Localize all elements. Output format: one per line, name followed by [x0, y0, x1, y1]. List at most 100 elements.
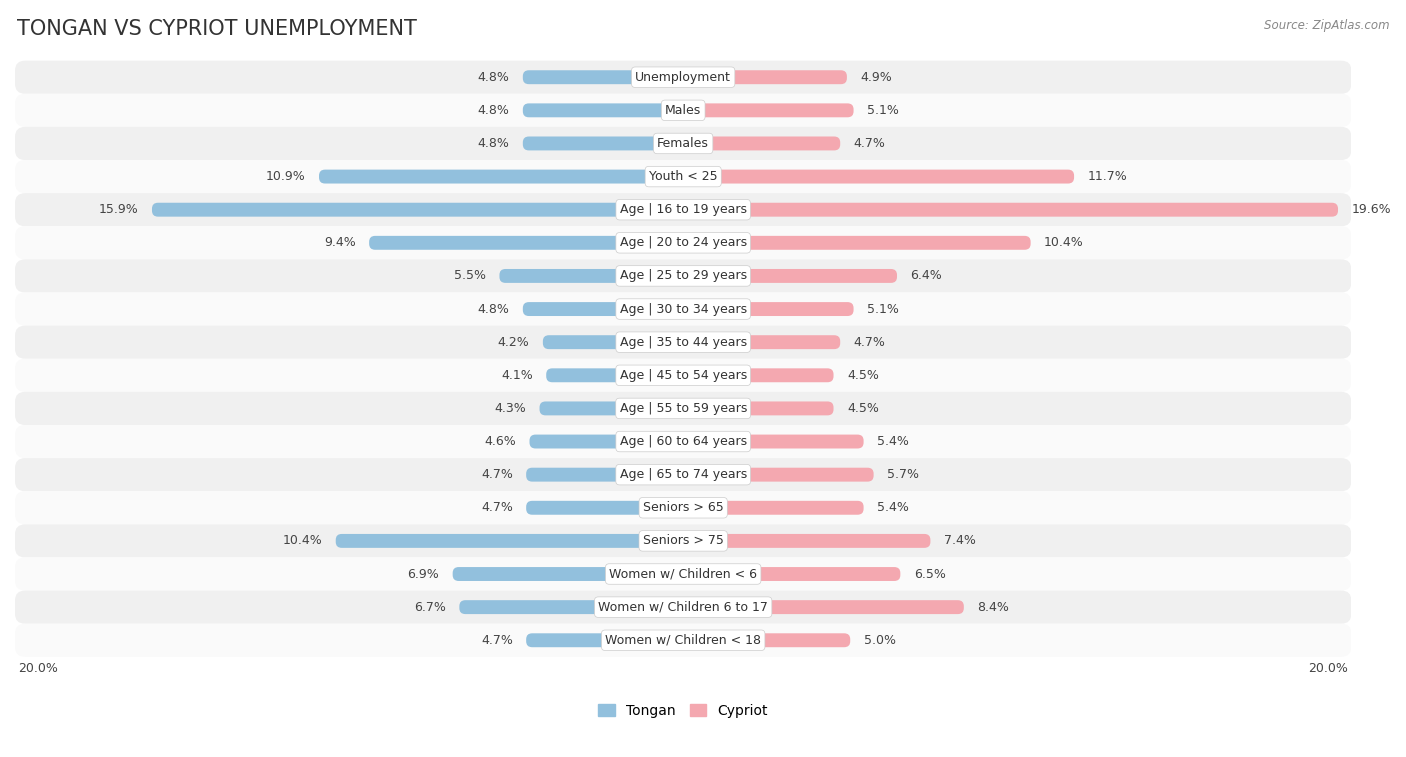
Text: Unemployment: Unemployment — [636, 70, 731, 84]
FancyBboxPatch shape — [683, 468, 873, 481]
Text: 4.8%: 4.8% — [478, 303, 509, 316]
FancyBboxPatch shape — [15, 491, 1351, 525]
FancyBboxPatch shape — [15, 525, 1351, 557]
Text: 4.5%: 4.5% — [846, 369, 879, 382]
Text: 4.7%: 4.7% — [853, 137, 886, 150]
Text: 10.4%: 10.4% — [283, 534, 322, 547]
FancyBboxPatch shape — [526, 501, 683, 515]
FancyBboxPatch shape — [683, 369, 834, 382]
FancyBboxPatch shape — [523, 104, 683, 117]
FancyBboxPatch shape — [683, 534, 931, 548]
Text: Males: Males — [665, 104, 702, 117]
FancyBboxPatch shape — [683, 269, 897, 283]
FancyBboxPatch shape — [15, 193, 1351, 226]
Text: 10.4%: 10.4% — [1045, 236, 1084, 249]
Text: 4.2%: 4.2% — [498, 335, 530, 349]
FancyBboxPatch shape — [15, 226, 1351, 260]
FancyBboxPatch shape — [460, 600, 683, 614]
FancyBboxPatch shape — [683, 236, 1031, 250]
FancyBboxPatch shape — [543, 335, 683, 349]
Text: Age | 16 to 19 years: Age | 16 to 19 years — [620, 203, 747, 217]
Text: 19.6%: 19.6% — [1351, 203, 1391, 217]
Text: Youth < 25: Youth < 25 — [650, 170, 717, 183]
Text: 20.0%: 20.0% — [18, 662, 58, 675]
FancyBboxPatch shape — [683, 104, 853, 117]
FancyBboxPatch shape — [546, 369, 683, 382]
Text: 4.5%: 4.5% — [846, 402, 879, 415]
FancyBboxPatch shape — [15, 557, 1351, 590]
Text: Females: Females — [657, 137, 709, 150]
Text: 5.7%: 5.7% — [887, 468, 920, 481]
FancyBboxPatch shape — [523, 302, 683, 316]
FancyBboxPatch shape — [15, 160, 1351, 193]
FancyBboxPatch shape — [319, 170, 683, 183]
FancyBboxPatch shape — [540, 401, 683, 416]
Text: Age | 65 to 74 years: Age | 65 to 74 years — [620, 468, 747, 481]
Text: 5.5%: 5.5% — [454, 269, 486, 282]
Text: 4.7%: 4.7% — [853, 335, 886, 349]
Text: 15.9%: 15.9% — [98, 203, 139, 217]
FancyBboxPatch shape — [526, 634, 683, 647]
Text: 6.4%: 6.4% — [910, 269, 942, 282]
Text: 4.7%: 4.7% — [481, 634, 513, 646]
Text: Age | 20 to 24 years: Age | 20 to 24 years — [620, 236, 747, 249]
FancyBboxPatch shape — [15, 326, 1351, 359]
Text: 5.4%: 5.4% — [877, 435, 908, 448]
FancyBboxPatch shape — [15, 127, 1351, 160]
Legend: Tongan, Cypriot: Tongan, Cypriot — [593, 698, 773, 723]
FancyBboxPatch shape — [683, 70, 846, 84]
Text: 4.8%: 4.8% — [478, 104, 509, 117]
Text: Age | 55 to 59 years: Age | 55 to 59 years — [620, 402, 747, 415]
Text: TONGAN VS CYPRIOT UNEMPLOYMENT: TONGAN VS CYPRIOT UNEMPLOYMENT — [17, 19, 416, 39]
Text: Seniors > 75: Seniors > 75 — [643, 534, 724, 547]
FancyBboxPatch shape — [370, 236, 683, 250]
FancyBboxPatch shape — [15, 458, 1351, 491]
FancyBboxPatch shape — [683, 401, 834, 416]
Text: Seniors > 65: Seniors > 65 — [643, 501, 724, 514]
Text: Age | 25 to 29 years: Age | 25 to 29 years — [620, 269, 747, 282]
FancyBboxPatch shape — [152, 203, 683, 217]
FancyBboxPatch shape — [15, 292, 1351, 326]
Text: 6.5%: 6.5% — [914, 568, 946, 581]
Text: 5.4%: 5.4% — [877, 501, 908, 514]
Text: 8.4%: 8.4% — [977, 600, 1010, 614]
Text: Age | 60 to 64 years: Age | 60 to 64 years — [620, 435, 747, 448]
FancyBboxPatch shape — [15, 392, 1351, 425]
Text: 10.9%: 10.9% — [266, 170, 305, 183]
Text: 5.1%: 5.1% — [868, 303, 898, 316]
Text: 4.8%: 4.8% — [478, 137, 509, 150]
Text: 4.3%: 4.3% — [495, 402, 526, 415]
FancyBboxPatch shape — [530, 435, 683, 448]
FancyBboxPatch shape — [683, 302, 853, 316]
FancyBboxPatch shape — [683, 435, 863, 448]
Text: 6.7%: 6.7% — [415, 600, 446, 614]
FancyBboxPatch shape — [336, 534, 683, 548]
FancyBboxPatch shape — [526, 468, 683, 481]
FancyBboxPatch shape — [683, 567, 900, 581]
Text: 20.0%: 20.0% — [1308, 662, 1348, 675]
Text: Source: ZipAtlas.com: Source: ZipAtlas.com — [1264, 19, 1389, 32]
FancyBboxPatch shape — [683, 634, 851, 647]
Text: Age | 35 to 44 years: Age | 35 to 44 years — [620, 335, 747, 349]
FancyBboxPatch shape — [15, 359, 1351, 392]
FancyBboxPatch shape — [15, 425, 1351, 458]
FancyBboxPatch shape — [683, 203, 1339, 217]
FancyBboxPatch shape — [683, 501, 863, 515]
Text: 4.9%: 4.9% — [860, 70, 891, 84]
Text: 4.8%: 4.8% — [478, 70, 509, 84]
FancyBboxPatch shape — [15, 94, 1351, 127]
FancyBboxPatch shape — [15, 260, 1351, 292]
FancyBboxPatch shape — [15, 61, 1351, 94]
Text: 5.1%: 5.1% — [868, 104, 898, 117]
FancyBboxPatch shape — [683, 335, 841, 349]
Text: 4.1%: 4.1% — [501, 369, 533, 382]
Text: 4.7%: 4.7% — [481, 501, 513, 514]
FancyBboxPatch shape — [453, 567, 683, 581]
Text: 4.6%: 4.6% — [485, 435, 516, 448]
Text: 9.4%: 9.4% — [323, 236, 356, 249]
Text: 6.9%: 6.9% — [408, 568, 439, 581]
Text: 7.4%: 7.4% — [943, 534, 976, 547]
FancyBboxPatch shape — [683, 170, 1074, 183]
Text: Age | 30 to 34 years: Age | 30 to 34 years — [620, 303, 747, 316]
FancyBboxPatch shape — [683, 136, 841, 151]
